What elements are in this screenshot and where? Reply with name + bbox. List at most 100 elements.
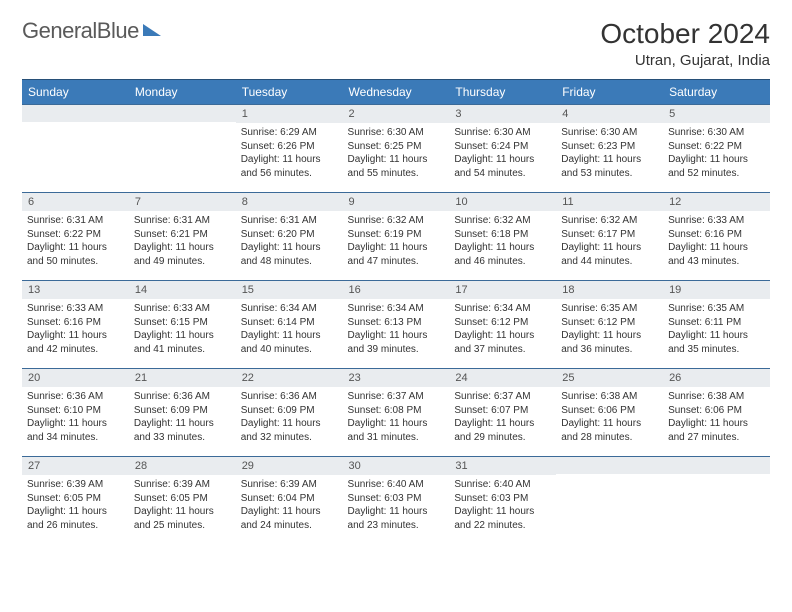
day-number: 28 [129, 456, 236, 475]
day-number: 16 [343, 280, 450, 299]
logo-text: GeneralBlue [22, 18, 139, 44]
daylight-line: Daylight: 11 hours and 34 minutes. [27, 417, 124, 444]
calendar-cell: 19Sunrise: 6:35 AMSunset: 6:11 PMDayligh… [663, 280, 770, 368]
daylight-line: Daylight: 11 hours and 37 minutes. [454, 329, 551, 356]
sunset-line: Sunset: 6:21 PM [134, 228, 231, 242]
calendar-cell: 20Sunrise: 6:36 AMSunset: 6:10 PMDayligh… [22, 368, 129, 456]
sunset-line: Sunset: 6:12 PM [561, 316, 658, 330]
daylight-line: Daylight: 11 hours and 22 minutes. [454, 505, 551, 532]
day-number: 2 [343, 104, 450, 123]
calendar-cell: 2Sunrise: 6:30 AMSunset: 6:25 PMDaylight… [343, 104, 450, 192]
day-details: Sunrise: 6:29 AMSunset: 6:26 PMDaylight:… [236, 123, 343, 192]
sunrise-line: Sunrise: 6:34 AM [348, 302, 445, 316]
day-details: Sunrise: 6:33 AMSunset: 6:16 PMDaylight:… [663, 211, 770, 280]
day-details: Sunrise: 6:32 AMSunset: 6:19 PMDaylight:… [343, 211, 450, 280]
daylight-line: Daylight: 11 hours and 56 minutes. [241, 153, 338, 180]
weekday-header: Sunday [22, 80, 129, 105]
day-number: 21 [129, 368, 236, 387]
sunset-line: Sunset: 6:04 PM [241, 492, 338, 506]
calendar-cell: 30Sunrise: 6:40 AMSunset: 6:03 PMDayligh… [343, 456, 450, 544]
calendar: Sunday Monday Tuesday Wednesday Thursday… [22, 79, 770, 544]
daylight-line: Daylight: 11 hours and 49 minutes. [134, 241, 231, 268]
calendar-cell: 5Sunrise: 6:30 AMSunset: 6:22 PMDaylight… [663, 104, 770, 192]
calendar-cell: 21Sunrise: 6:36 AMSunset: 6:09 PMDayligh… [129, 368, 236, 456]
sunset-line: Sunset: 6:16 PM [27, 316, 124, 330]
sunrise-line: Sunrise: 6:39 AM [27, 478, 124, 492]
sunrise-line: Sunrise: 6:31 AM [27, 214, 124, 228]
day-details: Sunrise: 6:31 AMSunset: 6:20 PMDaylight:… [236, 211, 343, 280]
sunset-line: Sunset: 6:22 PM [27, 228, 124, 242]
sunset-line: Sunset: 6:09 PM [241, 404, 338, 418]
day-details: Sunrise: 6:30 AMSunset: 6:24 PMDaylight:… [449, 123, 556, 192]
sunset-line: Sunset: 6:10 PM [27, 404, 124, 418]
weekday-header: Saturday [663, 80, 770, 105]
calendar-cell [22, 104, 129, 192]
calendar-cell: 28Sunrise: 6:39 AMSunset: 6:05 PMDayligh… [129, 456, 236, 544]
day-details: Sunrise: 6:31 AMSunset: 6:22 PMDaylight:… [22, 211, 129, 280]
sunset-line: Sunset: 6:05 PM [134, 492, 231, 506]
sunrise-line: Sunrise: 6:33 AM [668, 214, 765, 228]
day-details: Sunrise: 6:38 AMSunset: 6:06 PMDaylight:… [556, 387, 663, 456]
sunset-line: Sunset: 6:14 PM [241, 316, 338, 330]
daylight-line: Daylight: 11 hours and 24 minutes. [241, 505, 338, 532]
daylight-line: Daylight: 11 hours and 36 minutes. [561, 329, 658, 356]
sunset-line: Sunset: 6:07 PM [454, 404, 551, 418]
sunrise-line: Sunrise: 6:39 AM [134, 478, 231, 492]
day-details: Sunrise: 6:36 AMSunset: 6:09 PMDaylight:… [129, 387, 236, 456]
month-title: October 2024 [600, 18, 770, 50]
daylight-line: Daylight: 11 hours and 43 minutes. [668, 241, 765, 268]
sunset-line: Sunset: 6:06 PM [561, 404, 658, 418]
daylight-line: Daylight: 11 hours and 50 minutes. [27, 241, 124, 268]
sunset-line: Sunset: 6:20 PM [241, 228, 338, 242]
day-number: 11 [556, 192, 663, 211]
day-details: Sunrise: 6:38 AMSunset: 6:06 PMDaylight:… [663, 387, 770, 456]
calendar-cell: 31Sunrise: 6:40 AMSunset: 6:03 PMDayligh… [449, 456, 556, 544]
header: GeneralBlue October 2024 Utran, Gujarat,… [22, 18, 770, 69]
calendar-cell: 9Sunrise: 6:32 AMSunset: 6:19 PMDaylight… [343, 192, 450, 280]
calendar-body: 1Sunrise: 6:29 AMSunset: 6:26 PMDaylight… [22, 104, 770, 544]
sunrise-line: Sunrise: 6:32 AM [348, 214, 445, 228]
sunrise-line: Sunrise: 6:34 AM [241, 302, 338, 316]
daylight-line: Daylight: 11 hours and 31 minutes. [348, 417, 445, 444]
daylight-line: Daylight: 11 hours and 44 minutes. [561, 241, 658, 268]
sunrise-line: Sunrise: 6:38 AM [668, 390, 765, 404]
sunrise-line: Sunrise: 6:33 AM [134, 302, 231, 316]
weekday-header: Friday [556, 80, 663, 105]
calendar-cell: 13Sunrise: 6:33 AMSunset: 6:16 PMDayligh… [22, 280, 129, 368]
calendar-cell [129, 104, 236, 192]
calendar-cell: 4Sunrise: 6:30 AMSunset: 6:23 PMDaylight… [556, 104, 663, 192]
calendar-cell: 14Sunrise: 6:33 AMSunset: 6:15 PMDayligh… [129, 280, 236, 368]
sunrise-line: Sunrise: 6:31 AM [241, 214, 338, 228]
daylight-line: Daylight: 11 hours and 42 minutes. [27, 329, 124, 356]
day-details: Sunrise: 6:33 AMSunset: 6:15 PMDaylight:… [129, 299, 236, 368]
calendar-cell: 27Sunrise: 6:39 AMSunset: 6:05 PMDayligh… [22, 456, 129, 544]
daylight-line: Daylight: 11 hours and 29 minutes. [454, 417, 551, 444]
sunset-line: Sunset: 6:24 PM [454, 140, 551, 154]
calendar-row: 27Sunrise: 6:39 AMSunset: 6:05 PMDayligh… [22, 456, 770, 544]
title-block: October 2024 Utran, Gujarat, India [600, 18, 770, 69]
weekday-row: Sunday Monday Tuesday Wednesday Thursday… [22, 80, 770, 105]
daylight-line: Daylight: 11 hours and 54 minutes. [454, 153, 551, 180]
day-details: Sunrise: 6:40 AMSunset: 6:03 PMDaylight:… [343, 475, 450, 544]
weekday-header: Tuesday [236, 80, 343, 105]
day-number: 29 [236, 456, 343, 475]
sunrise-line: Sunrise: 6:36 AM [241, 390, 338, 404]
sunset-line: Sunset: 6:16 PM [668, 228, 765, 242]
daylight-line: Daylight: 11 hours and 40 minutes. [241, 329, 338, 356]
sunrise-line: Sunrise: 6:29 AM [241, 126, 338, 140]
daylight-line: Daylight: 11 hours and 41 minutes. [134, 329, 231, 356]
calendar-cell: 16Sunrise: 6:34 AMSunset: 6:13 PMDayligh… [343, 280, 450, 368]
sunset-line: Sunset: 6:23 PM [561, 140, 658, 154]
calendar-cell: 26Sunrise: 6:38 AMSunset: 6:06 PMDayligh… [663, 368, 770, 456]
sunrise-line: Sunrise: 6:35 AM [668, 302, 765, 316]
sunset-line: Sunset: 6:11 PM [668, 316, 765, 330]
day-number: 8 [236, 192, 343, 211]
daylight-line: Daylight: 11 hours and 39 minutes. [348, 329, 445, 356]
day-number: 27 [22, 456, 129, 475]
calendar-row: 13Sunrise: 6:33 AMSunset: 6:16 PMDayligh… [22, 280, 770, 368]
day-number: 10 [449, 192, 556, 211]
day-details: Sunrise: 6:35 AMSunset: 6:11 PMDaylight:… [663, 299, 770, 368]
day-details: Sunrise: 6:37 AMSunset: 6:07 PMDaylight:… [449, 387, 556, 456]
calendar-cell: 12Sunrise: 6:33 AMSunset: 6:16 PMDayligh… [663, 192, 770, 280]
day-number: 31 [449, 456, 556, 475]
